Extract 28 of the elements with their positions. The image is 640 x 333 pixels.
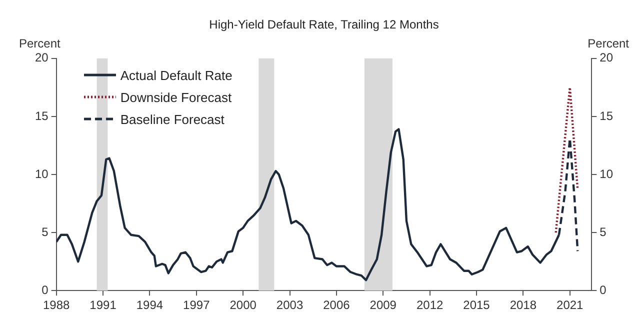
x-tick-label: 1991 <box>90 298 117 312</box>
y2-axis-title: Percent <box>588 36 630 51</box>
x-tick-label: 2006 <box>323 298 350 312</box>
y-tick-label: 10 <box>34 166 49 181</box>
x-tick-label: 2009 <box>370 298 397 312</box>
x-tick-label: 1997 <box>183 298 210 312</box>
x-tick-label: 1988 <box>42 298 70 312</box>
x-tick-label: 2012 <box>416 298 444 312</box>
legend-label: Actual Default Rate <box>120 68 232 83</box>
y2-tick-label: 10 <box>600 166 614 181</box>
legend-label: Downside Forecast <box>120 90 232 105</box>
y-axis-title: Percent <box>18 36 62 51</box>
y-tick-label: 5 <box>42 224 49 239</box>
y-tick-label: 20 <box>34 50 49 65</box>
y-tick-label: 15 <box>34 108 49 123</box>
y2-tick-label: 20 <box>600 50 614 65</box>
y2-tick-label: 5 <box>600 224 607 239</box>
chart-title: High-Yield Default Rate, Trailing 12 Months <box>209 18 439 32</box>
y2-tick-label: 15 <box>600 108 614 123</box>
x-tick-label: 2018 <box>510 298 537 312</box>
x-tick-label: 2003 <box>276 298 304 312</box>
x-tick-label: 1994 <box>136 298 164 312</box>
y2-tick-label: 0 <box>600 282 607 297</box>
x-tick-label: 2015 <box>463 298 490 312</box>
x-tick-label: 2000 <box>230 298 257 312</box>
x-tick-label: 2021 <box>556 298 584 312</box>
y-tick-label: 0 <box>42 282 49 297</box>
legend-label: Baseline Forecast <box>120 112 224 127</box>
